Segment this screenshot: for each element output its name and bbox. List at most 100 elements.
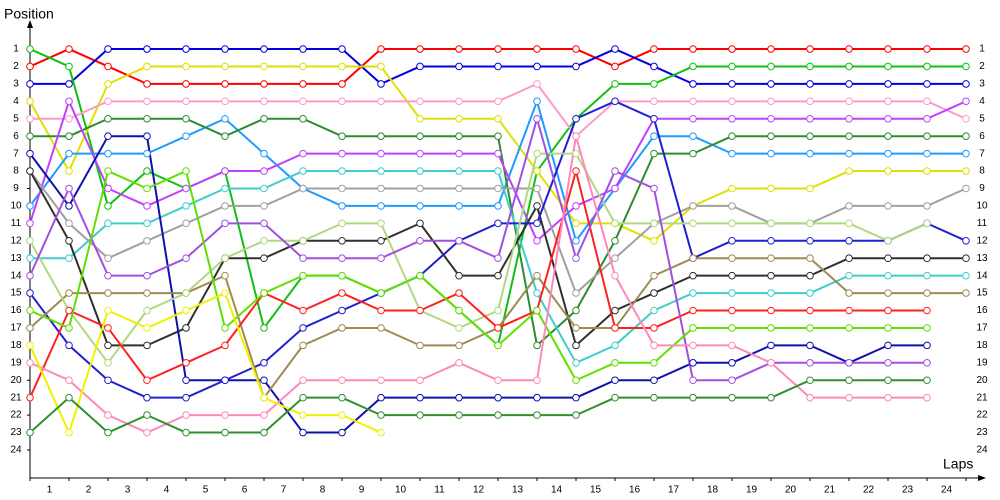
- position-marker: [260, 80, 268, 88]
- position-marker: [299, 428, 307, 437]
- position-marker: [299, 341, 307, 350]
- position-marker: [104, 428, 112, 437]
- position-marker: [806, 306, 814, 315]
- position-line: [29, 170, 927, 399]
- position-marker: [221, 324, 229, 332]
- position-marker: [143, 271, 151, 280]
- x-tick-label: 17: [668, 485, 680, 496]
- position-marker: [299, 411, 307, 419]
- position-marker: [221, 341, 229, 350]
- position-marker: [884, 324, 892, 332]
- position-marker: [572, 202, 580, 210]
- position-marker: [104, 254, 112, 263]
- position-marker: [923, 97, 931, 106]
- y-tick-label-right: 11: [977, 218, 988, 229]
- position-marker: [611, 236, 619, 245]
- position-marker: [767, 306, 775, 315]
- position-marker: [845, 359, 853, 367]
- position-marker: [260, 254, 268, 263]
- position-marker: [143, 184, 151, 193]
- position-marker: [338, 167, 346, 175]
- position-marker: [767, 341, 775, 350]
- position-marker: [650, 80, 658, 88]
- position-marker: [572, 341, 580, 350]
- position-marker: [416, 376, 424, 385]
- position-marker: [728, 254, 736, 263]
- position-marker: [377, 80, 385, 88]
- position-marker: [416, 114, 424, 123]
- position-marker: [104, 324, 112, 332]
- position-marker: [104, 132, 112, 140]
- position-marker: [416, 202, 424, 210]
- position-marker: [299, 376, 307, 385]
- position-marker: [923, 62, 931, 71]
- position-line: [30, 82, 967, 138]
- position-marker: [845, 324, 853, 332]
- position-marker: [923, 45, 931, 53]
- position-marker: [338, 393, 346, 402]
- position-marker: [416, 97, 424, 106]
- position-marker: [650, 97, 658, 106]
- position-marker: [923, 149, 931, 158]
- position-marker: [221, 254, 229, 263]
- position-marker: [728, 393, 736, 402]
- position-marker: [611, 341, 619, 350]
- position-marker: [260, 219, 268, 228]
- y-axis-arrow: [27, 20, 33, 28]
- position-marker: [572, 62, 580, 71]
- position-marker: [338, 132, 346, 140]
- position-marker: [923, 289, 931, 297]
- x-tick-label: 15: [590, 485, 602, 496]
- position-marker: [923, 254, 931, 263]
- position-marker: [923, 202, 931, 210]
- position-marker: [26, 62, 34, 71]
- position-marker: [806, 359, 814, 367]
- position-marker: [611, 393, 619, 402]
- position-marker: [533, 167, 541, 175]
- position-marker: [65, 80, 73, 88]
- position-marker: [572, 219, 580, 228]
- position-marker: [455, 202, 463, 210]
- position-marker: [455, 184, 463, 193]
- position-marker: [416, 132, 424, 140]
- position-marker: [299, 324, 307, 332]
- position-marker: [65, 428, 73, 437]
- x-tick-label: 20: [785, 485, 797, 496]
- position-marker: [845, 80, 853, 88]
- position-marker: [182, 45, 190, 53]
- position-marker: [143, 393, 151, 402]
- position-marker: [533, 80, 541, 88]
- position-marker: [299, 97, 307, 106]
- x-tick-label: 18: [707, 485, 719, 496]
- position-marker: [494, 254, 502, 263]
- x-tick-label: 11: [434, 485, 445, 496]
- position-marker: [377, 167, 385, 175]
- y-tick-label-right: 21: [976, 392, 988, 403]
- position-marker: [884, 97, 892, 106]
- position-marker: [143, 236, 151, 245]
- y-tick-label-right: 18: [976, 340, 988, 351]
- position-marker: [221, 132, 229, 140]
- position-marker: [884, 114, 892, 123]
- position-marker: [338, 149, 346, 158]
- position-marker: [962, 45, 970, 53]
- position-marker: [494, 62, 502, 71]
- position-marker: [182, 376, 190, 385]
- position-marker: [923, 80, 931, 88]
- x-tick-label: 23: [902, 485, 914, 496]
- position-marker: [494, 45, 502, 53]
- position-marker: [572, 167, 580, 175]
- x-tick-label: 21: [824, 485, 836, 496]
- position-marker: [260, 324, 268, 332]
- position-marker: [728, 97, 736, 106]
- position-marker: [962, 271, 970, 280]
- position-line: [29, 379, 927, 434]
- position-marker: [26, 236, 34, 245]
- position-marker: [533, 289, 541, 297]
- y-tick-label-right: 17: [976, 323, 988, 334]
- position-marker: [338, 254, 346, 263]
- position-marker: [689, 306, 697, 315]
- position-marker: [806, 324, 814, 332]
- position-marker: [650, 149, 658, 158]
- position-marker: [845, 114, 853, 123]
